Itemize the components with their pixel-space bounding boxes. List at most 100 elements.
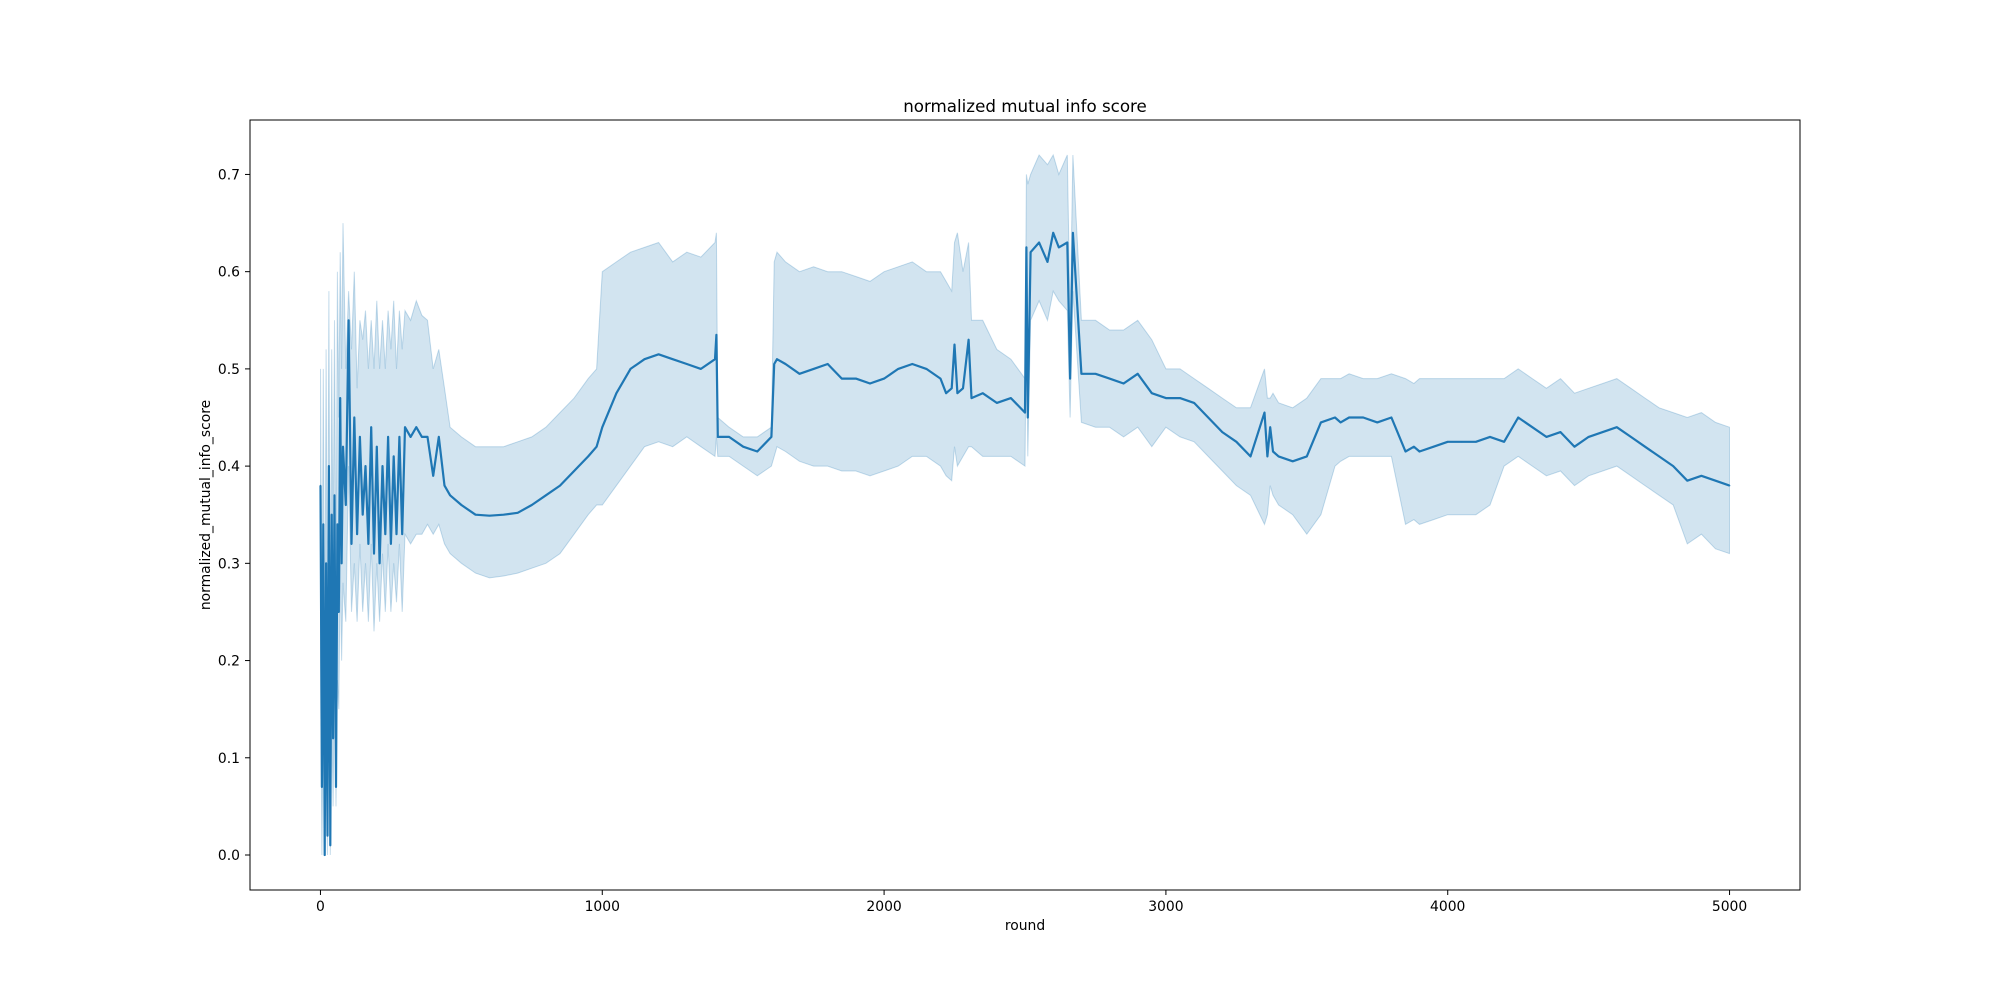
data-point: [643, 358, 646, 361]
data-point: [1390, 416, 1393, 419]
data-point: [353, 416, 356, 419]
data-point: [717, 436, 719, 438]
data-point: [1122, 382, 1125, 385]
data-point: [333, 494, 336, 497]
data-point: [326, 834, 329, 837]
data-point: [404, 426, 406, 429]
data-point: [1263, 411, 1266, 414]
data-point: [1179, 397, 1181, 399]
data-point: [328, 465, 330, 467]
data-point: [1080, 373, 1083, 375]
data-point: [728, 436, 730, 438]
series-line-path: [319, 231, 1730, 857]
data-point: [700, 368, 702, 370]
data-point: [1193, 402, 1195, 404]
data-point: [1334, 416, 1336, 419]
data-point: [1413, 445, 1415, 448]
data-point: [1404, 450, 1407, 453]
data-point: [367, 543, 370, 545]
data-point: [381, 465, 384, 467]
data-point: [981, 392, 984, 395]
data-point: [812, 368, 815, 370]
x-tick-label: 4000: [1430, 899, 1465, 915]
data-point: [1503, 441, 1505, 443]
data-point: [401, 533, 404, 535]
data-point: [342, 445, 344, 448]
data-point: [573, 470, 575, 472]
data-point: [1066, 241, 1069, 244]
y-axis-ticks: 0.0 0.1 0.2 0.3 0.4 0.5 0.6 0.7: [218, 167, 250, 864]
x-axis-ticks: 0 1000 2000 3000 4000 5000: [316, 890, 1747, 915]
data-point: [415, 426, 418, 429]
data-point: [426, 436, 429, 438]
data-point: [784, 363, 787, 365]
data-point: [432, 475, 435, 477]
data-point: [443, 484, 446, 487]
data-point: [421, 436, 423, 438]
data-point: [1587, 436, 1590, 438]
chart-title: normalized mutual info score: [903, 96, 1147, 116]
data-point: [1418, 450, 1421, 453]
data-point: [1339, 421, 1342, 424]
data-point: [336, 523, 339, 526]
data-point: [953, 343, 956, 346]
data-point: [826, 363, 829, 365]
data-point: [855, 377, 857, 380]
data-point: [1094, 373, 1097, 375]
data-point: [1320, 421, 1322, 424]
data-point: [1058, 246, 1060, 249]
data-point: [883, 377, 885, 380]
data-point: [587, 455, 589, 458]
data-point: [502, 513, 505, 516]
x-tick-label: 0: [316, 899, 325, 915]
data-point: [1545, 436, 1548, 438]
y-tick-label: 0.7: [218, 167, 240, 183]
data-point: [409, 436, 412, 438]
data-point: [939, 377, 942, 380]
data-point: [1165, 397, 1167, 399]
data-point: [657, 353, 660, 356]
data-point: [1072, 232, 1074, 234]
plot-frame: [249, 119, 1801, 891]
data-point: [1291, 460, 1294, 463]
x-tick-label: 1000: [585, 899, 620, 915]
data-point: [321, 786, 323, 788]
data-point: [474, 513, 477, 516]
y-tick-label: 0.5: [218, 362, 240, 378]
data-point: [1272, 450, 1274, 453]
data-point: [962, 387, 964, 390]
data-point: [384, 533, 387, 535]
data-point: [376, 445, 378, 448]
data-point: [1461, 441, 1463, 443]
data-point: [1446, 441, 1449, 443]
data-point: [798, 373, 801, 375]
data-point: [1432, 445, 1435, 448]
data-point: [1644, 445, 1646, 448]
data-point: [449, 494, 451, 497]
data-point: [356, 533, 358, 535]
data-point: [1700, 475, 1703, 477]
data-point: [1151, 392, 1153, 395]
data-point: [488, 514, 491, 517]
data-point: [1348, 416, 1350, 419]
data-point: [1728, 484, 1731, 487]
data-point: [390, 543, 392, 545]
data-point: [945, 392, 947, 395]
data-point: [1025, 246, 1028, 249]
data-point: [1269, 426, 1271, 429]
data-point: [601, 426, 604, 429]
data-point: [1221, 431, 1224, 433]
y-tick-label: 0.3: [218, 556, 240, 572]
data-point: [373, 552, 375, 555]
data-point: [531, 504, 533, 506]
y-tick-label: 0.0: [218, 848, 240, 864]
data-point: [1010, 397, 1012, 399]
x-tick-label: 3000: [1148, 899, 1183, 915]
data-point: [1376, 421, 1379, 424]
data-point: [841, 377, 843, 380]
confidence-band-area: [320, 153, 1730, 856]
data-point: [340, 562, 343, 565]
data-point: [869, 382, 871, 385]
data-point: [1277, 455, 1280, 458]
